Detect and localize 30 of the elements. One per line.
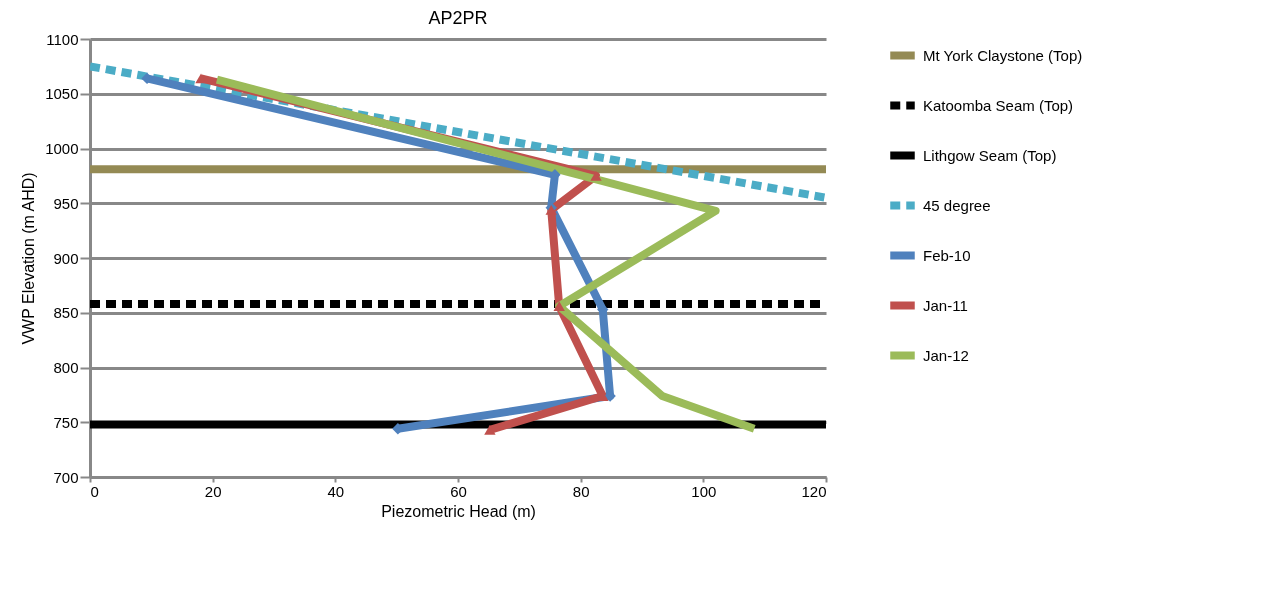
legend-label: 45 degree <box>923 196 991 214</box>
legend-label: Mt York Claystone (Top) <box>923 46 1083 64</box>
legend-label: Jan-11 <box>923 296 968 314</box>
x-tick-label: 100 <box>691 482 717 500</box>
y-tick-label: 900 <box>53 249 79 267</box>
y-tick-label: 850 <box>53 304 79 322</box>
x-axis-title: Piezometric Head (m) <box>381 502 536 520</box>
legend-label: Feb-10 <box>923 246 971 264</box>
x-tick-label: 60 <box>450 482 467 500</box>
point <box>553 301 565 312</box>
x-tick-label: 0 <box>90 482 99 500</box>
legend-label: Katoomba Seam (Top) <box>923 96 1074 114</box>
legend-label: Lithgow Seam (Top) <box>923 146 1057 164</box>
chart-title: AP2PR <box>428 8 488 28</box>
y-tick-label: 800 <box>53 359 79 376</box>
y-tick-label: 1050 <box>45 85 79 103</box>
x-tick-label: 20 <box>204 482 222 500</box>
x-tick-label: 120 <box>801 482 827 500</box>
x-tick-label: 40 <box>327 482 345 500</box>
legend-label: Jan-12 <box>923 346 969 364</box>
y-tick-label: 700 <box>53 468 79 486</box>
point <box>590 170 602 181</box>
x-tick-label: 80 <box>572 482 590 500</box>
y-tick-label: 1100 <box>46 30 79 48</box>
y-tick-label: 950 <box>53 194 79 212</box>
y-tick-label: 1000 <box>45 140 79 157</box>
y-axis-title: VWP Elevation (m AHD) <box>20 172 38 345</box>
point <box>195 73 207 84</box>
point <box>484 424 496 435</box>
y-tick-label: 750 <box>53 413 79 431</box>
